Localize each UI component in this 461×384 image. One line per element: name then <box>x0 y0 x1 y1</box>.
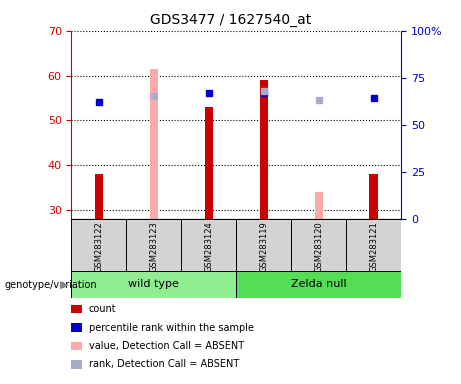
Text: ▶: ▶ <box>60 280 68 290</box>
Bar <box>205 107 213 219</box>
Text: value, Detection Call = ABSENT: value, Detection Call = ABSENT <box>89 341 243 351</box>
Bar <box>71 271 236 298</box>
Text: GSM283122: GSM283122 <box>95 222 103 272</box>
Text: GSM283120: GSM283120 <box>314 222 323 272</box>
Text: GSM283119: GSM283119 <box>259 222 268 272</box>
Bar <box>236 219 291 271</box>
Text: GSM283123: GSM283123 <box>149 222 159 272</box>
Text: GSM283124: GSM283124 <box>204 222 213 272</box>
Text: GDS3477 / 1627540_at: GDS3477 / 1627540_at <box>150 13 311 27</box>
Text: rank, Detection Call = ABSENT: rank, Detection Call = ABSENT <box>89 359 239 369</box>
Text: percentile rank within the sample: percentile rank within the sample <box>89 323 254 333</box>
Bar <box>236 271 401 298</box>
Text: count: count <box>89 304 116 314</box>
Bar <box>260 80 268 219</box>
Bar <box>369 174 378 219</box>
Bar <box>126 219 181 271</box>
Text: wild type: wild type <box>129 279 179 289</box>
Bar <box>314 192 323 219</box>
Text: GSM283121: GSM283121 <box>369 222 378 272</box>
Bar <box>346 219 401 271</box>
Text: Zelda null: Zelda null <box>291 279 347 289</box>
Text: genotype/variation: genotype/variation <box>5 280 97 290</box>
Bar <box>150 69 158 219</box>
Bar <box>71 219 126 271</box>
Bar <box>291 219 346 271</box>
Bar <box>181 219 236 271</box>
Bar <box>95 174 103 219</box>
